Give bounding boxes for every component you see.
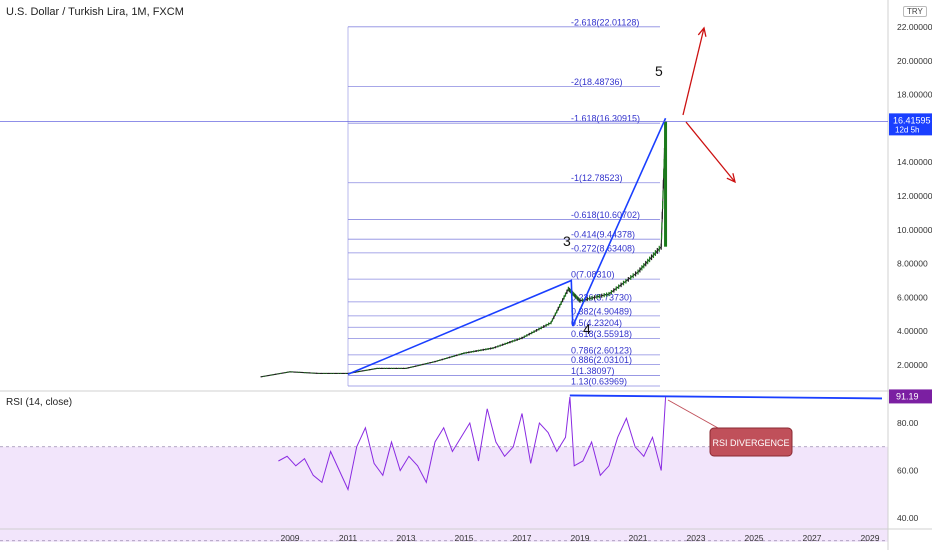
fib-level-label: -1(12.78523) — [571, 173, 623, 183]
rsi-label: RSI (14, close) — [6, 397, 73, 408]
wave-1-3-line — [347, 279, 574, 376]
wave5-label: 5 — [655, 63, 663, 79]
rsi-tick-label: 80.00 — [897, 418, 919, 428]
wave-lines — [0, 117, 888, 376]
rsi-value-tag — [889, 389, 932, 404]
callout-pointer — [667, 399, 719, 429]
rsi-value-text: 91.19 — [896, 391, 919, 401]
wave-4-5-line — [572, 117, 667, 327]
divergence-line — [569, 394, 883, 400]
price-tick-label: 20.00000 — [897, 56, 932, 66]
price-tick-label: 14.00000 — [897, 157, 932, 167]
fib-level-label: 0.618(3.55918) — [571, 329, 632, 339]
fib-level-label: 0.886(2.03101) — [571, 355, 632, 365]
fib-level-label: 1.13(0.63969) — [571, 377, 627, 387]
arrow-down-head — [726, 173, 736, 184]
price-series — [260, 121, 668, 378]
rsi-pane: RSI DIVERGENCE — [278, 394, 883, 492]
price-tick-label: 22.00000 — [897, 22, 932, 32]
divergence-callout-text: RSI DIVERGENCE — [712, 438, 789, 448]
price-tick-label: 10.00000 — [897, 225, 932, 235]
time-tick-label: 2023 — [687, 533, 706, 543]
fib-level-label: -0.272(8.63408) — [571, 243, 635, 253]
chart-title: U.S. Dollar / Turkish Lira, 1M, FXCM — [6, 6, 184, 18]
current-price-value: 16.41595 — [893, 115, 931, 125]
price-tick-label: 6.00000 — [897, 292, 928, 302]
currency-badge: TRY — [903, 6, 927, 17]
fib-level-label: -1.618(16.30915) — [571, 114, 640, 124]
wave4-label: 4 — [583, 321, 591, 337]
current-price-tag — [889, 113, 932, 136]
time-tick-label: 2015 — [455, 533, 474, 543]
price-tick-label: 18.00000 — [897, 90, 932, 100]
rsi-line — [278, 396, 667, 492]
last-candle — [664, 121, 668, 247]
time-tick-label: 2027 — [803, 533, 822, 543]
axes: 22.0000020.0000018.0000016.0000014.00000… — [281, 22, 932, 543]
fib-level-label: 1(1.38097) — [571, 366, 615, 376]
time-tick-label: 2011 — [339, 533, 358, 543]
rsi-tick-label: 40.00 — [897, 513, 919, 523]
time-tick-label: 2025 — [745, 533, 764, 543]
fib-extension: -2.618(22.01128) -2(18.48736) -1.618(16.30… — [347, 17, 660, 387]
divergence-callout — [709, 427, 793, 457]
price-tick-label: 4.00000 — [897, 326, 928, 336]
price-tick-label: 8.00000 — [897, 259, 928, 269]
arrow-down — [685, 121, 736, 183]
time-tick-label: 2009 — [281, 533, 300, 543]
time-tick-label: 2019 — [571, 533, 590, 543]
wave3-label: 3 — [563, 233, 571, 249]
arrow-up-head — [697, 26, 707, 37]
fib-level-label: -0.618(10.60702) — [571, 210, 640, 220]
fib-level-label: 0.786(2.60123) — [571, 345, 632, 355]
fib-level-label: -2(18.48736) — [571, 77, 623, 87]
price-tick-label: 12.00000 — [897, 191, 932, 201]
annotations: 3 4 5 — [563, 26, 736, 337]
rsi-tick-label: 60.00 — [897, 466, 919, 476]
fib-level-label: 0.382(4.90489) — [571, 306, 632, 316]
fib-level-label: -2.618(22.01128) — [571, 17, 639, 27]
time-tick-label: 2013 — [397, 533, 416, 543]
countdown-value: 12d 5h — [895, 125, 919, 134]
fib-level-label: -0.414(9.44378) — [571, 230, 635, 240]
fib-level-label: 0.5(4.23204) — [571, 318, 622, 328]
time-tick-label: 2029 — [861, 533, 880, 543]
time-tick-label: 2017 — [513, 533, 532, 543]
price-tick-label: 2.00000 — [897, 360, 928, 370]
arrow-up — [682, 27, 705, 116]
rsi-band — [0, 446, 888, 542]
fib-level-label: 0(7.08310) — [571, 270, 615, 280]
time-tick-label: 2021 — [629, 533, 648, 543]
